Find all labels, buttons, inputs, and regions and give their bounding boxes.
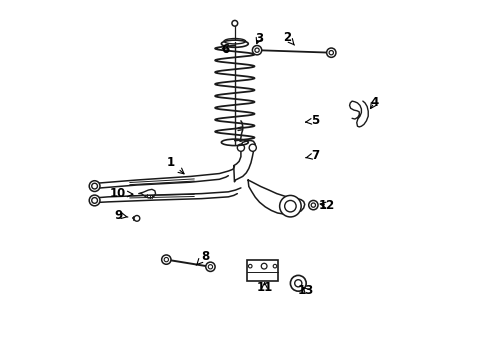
Circle shape [134,216,140,221]
Text: 6: 6 [221,42,229,55]
Circle shape [261,263,266,269]
Text: 1: 1 [166,156,183,174]
Text: 10: 10 [110,187,133,200]
Text: 5: 5 [305,114,319,127]
Circle shape [294,280,301,287]
Text: 2: 2 [283,31,294,45]
Circle shape [89,181,100,192]
Circle shape [290,275,305,291]
Circle shape [92,183,97,189]
Text: 4: 4 [369,96,378,109]
Circle shape [89,195,100,206]
Circle shape [205,262,215,271]
Circle shape [92,198,97,203]
Text: 9: 9 [114,209,128,222]
Text: 8: 8 [196,249,209,265]
Text: 3: 3 [254,32,263,45]
Circle shape [328,50,333,55]
Text: 13: 13 [298,284,314,297]
Circle shape [284,201,296,212]
Circle shape [326,48,335,57]
Circle shape [308,201,317,210]
Circle shape [249,144,256,151]
Bar [247,260,277,281]
Text: 11: 11 [256,281,272,294]
Circle shape [279,195,301,217]
Circle shape [254,48,259,52]
Circle shape [252,45,261,55]
Circle shape [162,255,171,264]
Circle shape [231,21,237,26]
Text: 12: 12 [318,199,334,212]
Text: 7: 7 [305,149,319,162]
Circle shape [237,144,244,151]
